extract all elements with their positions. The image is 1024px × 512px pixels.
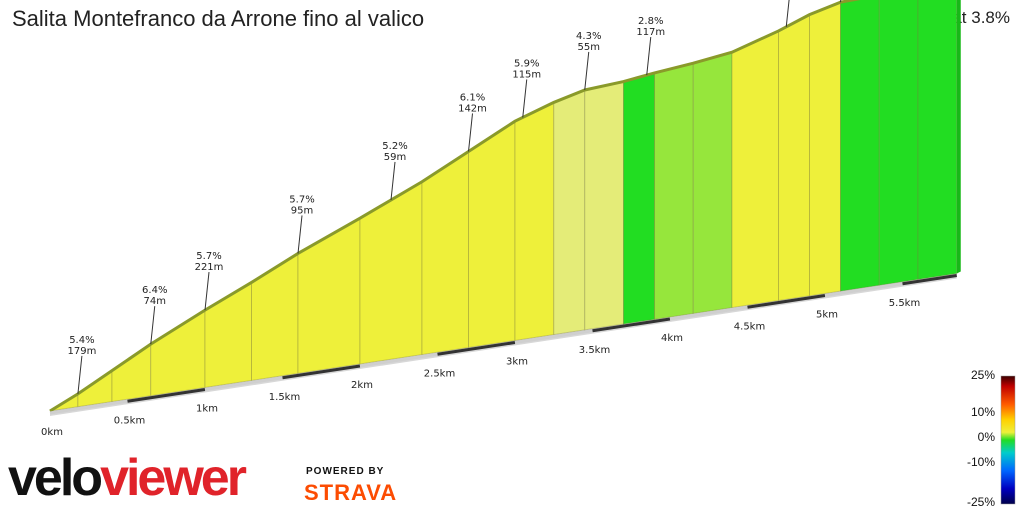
profile-end-cap: [956, 0, 961, 274]
annotation-gradient: 5.9%: [514, 58, 539, 69]
legend-label: -25%: [967, 495, 995, 509]
profile-segment: [623, 72, 655, 325]
axis-segment: [282, 364, 361, 380]
profile-ridge: [49, 0, 861, 413]
annotation-leader: [584, 51, 590, 91]
x-tick-label: 4km: [661, 333, 683, 344]
axis-segment: [49, 399, 128, 415]
annotation-gradient: 5.7%: [196, 251, 221, 262]
profile-segment: [359, 180, 423, 365]
logo-viewer-text: viewer: [100, 449, 247, 507]
annotation-length: 59m: [384, 152, 406, 163]
x-tick-label: 1km: [196, 404, 218, 415]
annotation-length: 95m: [291, 205, 313, 216]
x-tick-label: 0.5km: [114, 415, 145, 426]
annotation-leader: [150, 306, 156, 345]
profile-segment: [692, 51, 733, 315]
x-tick-label: 4.5km: [734, 321, 765, 332]
x-tick-label: 0km: [41, 427, 63, 438]
annotation-leader: [646, 37, 652, 76]
annotation-gradient: 5.7%: [289, 194, 314, 205]
profile-area: [49, 0, 961, 416]
x-tick-label: 3km: [506, 357, 528, 368]
axis-segment: [824, 282, 903, 297]
axis-segment: [669, 305, 748, 321]
legend-color-bar: [1000, 375, 1016, 505]
chart-title: Salita Montefranco da Arrone fino al val…: [12, 6, 425, 31]
annotation-leader: [522, 79, 528, 118]
legend-label: 25%: [971, 368, 995, 382]
annotation-gradient: 6.1%: [460, 92, 485, 103]
annotation-leader: [785, 0, 790, 27]
profile-segment: [584, 80, 624, 331]
legend-label: 10%: [971, 405, 995, 419]
axis-segment: [127, 388, 206, 403]
annotation-length: 179m: [67, 346, 96, 357]
annotation-leader: [77, 355, 83, 394]
profile-segment: [468, 120, 516, 349]
legend-label: -10%: [967, 455, 995, 469]
distance-axis: 0km 0.5km 1km 1.5km 2km 2.5km 3km 3.5km 4km 4.5km…: [41, 274, 957, 438]
annotation-gradient: 5.2%: [382, 141, 407, 152]
annotation-length: 55m: [578, 42, 600, 53]
profile-segment: [150, 309, 206, 397]
annotation-gradient: 4.3%: [576, 31, 601, 42]
legend-label: 0%: [978, 430, 996, 444]
profile-segment: [111, 343, 152, 403]
annotation-length: 115m: [512, 69, 541, 80]
annotation-gradient: 6.4%: [142, 285, 167, 296]
x-tick-label: 2.5km: [424, 368, 455, 379]
profile-segment: [553, 89, 586, 336]
profile-segment: [917, 0, 958, 280]
gradient-annotations: 5.4%179m6.4%74m5.7%221m5.7%95m5.2%59m6.1…: [67, 0, 842, 394]
profile-segment: [251, 252, 299, 382]
powered-by-label: POWERED BY: [306, 466, 385, 477]
veloviewer-logo[interactable]: veloviewer: [8, 448, 247, 508]
axis-segment: [902, 274, 957, 286]
profile-segment: [654, 62, 694, 320]
annotation-gradient: 2.8%: [638, 16, 663, 27]
profile-segment: [421, 150, 469, 356]
profile-segment: [731, 30, 779, 309]
axis-segment: [204, 376, 283, 391]
axis-segment: [359, 352, 438, 368]
profile-segment: [778, 13, 810, 302]
axis-segment: [747, 294, 826, 309]
x-tick-label: 1.5km: [269, 392, 300, 403]
x-tick-label: 5.5km: [889, 298, 920, 309]
annotation-leader: [204, 272, 210, 311]
annotation-gradient: 5.4%: [69, 335, 94, 346]
logo-velo-text: velo: [8, 449, 103, 507]
axis-segment: [592, 317, 671, 333]
profile-segment: [204, 281, 252, 389]
axis-segment: [437, 341, 516, 356]
annotation-leader: [390, 161, 396, 201]
annotation-leader: [297, 215, 303, 254]
annotation-leader: [468, 113, 473, 152]
x-tick-label: 5km: [816, 310, 838, 321]
profile-segment: [809, 1, 841, 297]
annotation-length: 221m: [195, 262, 224, 273]
profile-segment: [514, 101, 555, 342]
gradient-legend: 25% 10% 0% -10% -25%: [967, 368, 1016, 509]
annotation-length: 117m: [636, 27, 665, 38]
axis-segment: [514, 329, 593, 344]
strava-logo[interactable]: STRAVA: [304, 480, 398, 505]
annotation-length: 142m: [458, 103, 487, 114]
x-tick-label: 2km: [351, 380, 373, 391]
profile-segment: [297, 217, 361, 374]
profile-segment: [840, 0, 880, 292]
x-tick-label: 3.5km: [579, 345, 610, 356]
annotation-length: 74m: [144, 296, 166, 307]
profile-segment: [878, 0, 919, 286]
